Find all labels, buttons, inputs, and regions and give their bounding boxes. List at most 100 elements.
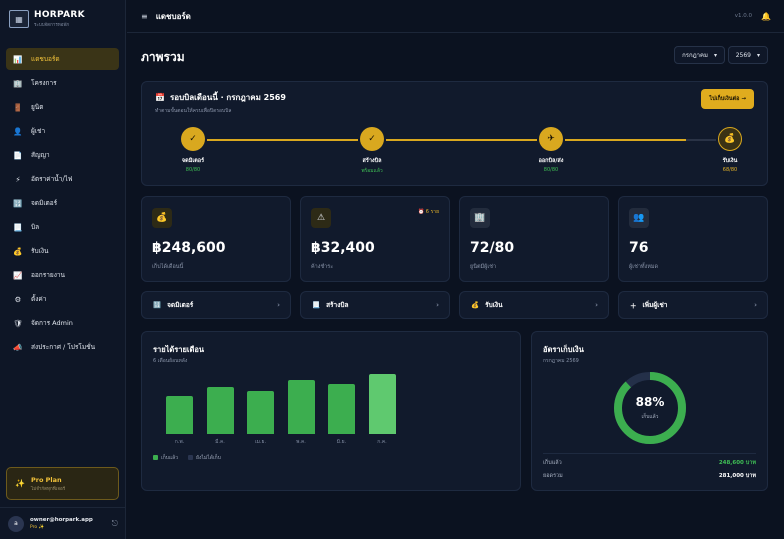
- collection-percent-label: เก็บแล้ว: [641, 414, 659, 420]
- step-icon: ✓: [360, 127, 384, 151]
- menu-icon[interactable]: ≡: [141, 11, 148, 21]
- step-value: 80/80: [543, 167, 559, 173]
- billing-step-0: ✓ จดมิเตอร์ 80/80: [163, 127, 223, 173]
- sidebar-item-12[interactable]: 📣 ส่งประกาศ / โปรโมชั่น: [6, 336, 119, 358]
- sidebar-item-label: อัตราค่าน้ำ/ไฟ: [31, 175, 73, 183]
- collection-ring: 88% เก็บแล้ว: [612, 370, 688, 446]
- income-bar[interactable]: [166, 396, 193, 434]
- nav-icon: 🔢: [13, 198, 23, 208]
- stat-card-3: 👥 76 ผู้เช่าทั้งหมด: [618, 196, 768, 282]
- sidebar-item-9[interactable]: 📈 ออกรายงาน: [6, 264, 119, 286]
- billing-step-2: ✈ ออกบิล/ส่ง 80/80: [521, 127, 581, 173]
- action-label: สร้างบิล: [326, 301, 349, 309]
- stat-icon: ⚠: [311, 208, 331, 228]
- sidebar-item-label: ออกรายงาน: [31, 271, 65, 279]
- billing-cycle-card: 📅 รอบบิลเดือนนี้ · กรกฎาคม 2569 ทำตามขั้…: [141, 81, 768, 186]
- sidebar-item-label: สัญญา: [31, 151, 50, 159]
- sidebar-item-label: บิล: [31, 223, 40, 231]
- bar-category-label: เม.ย.: [254, 439, 267, 445]
- nav-icon: 👤: [13, 126, 23, 136]
- total-label: ยอดรวม: [543, 473, 563, 479]
- step-label: ออกบิล/ส่ง: [538, 158, 564, 164]
- pro-plan-title: Pro Plan: [30, 475, 62, 484]
- topbar-title: แดชบอร์ด: [155, 11, 191, 21]
- income-bar[interactable]: [287, 379, 315, 434]
- month-select[interactable]: กรกฎาคม ▾: [674, 46, 725, 64]
- user-email: owner@horpark.app: [30, 517, 93, 523]
- continue-collect-button[interactable]: ไปเก็บเงินต่อ →: [701, 89, 754, 109]
- stat-value: 72/80: [470, 240, 515, 256]
- collected-label: เก็บแล้ว: [543, 460, 562, 466]
- chevron-down-icon: ▾: [756, 51, 760, 59]
- sidebar-item-8[interactable]: 💰 รับเงิน: [6, 240, 119, 262]
- legend-label: เก็บแล้ว: [161, 455, 179, 461]
- action-label: เพิ่มผู้เช่า: [642, 301, 668, 309]
- collection-percent: 88%: [635, 395, 665, 409]
- sidebar-item-7[interactable]: 📃 บิล: [6, 216, 119, 238]
- quick-action-0[interactable]: 🔢 จดมิเตอร์ ›: [141, 291, 291, 319]
- income-bar[interactable]: [206, 387, 234, 434]
- sparkle-icon: ✨: [15, 479, 25, 488]
- bar-category-label: พ.ค.: [296, 439, 306, 445]
- overdue-badge: ⏰ 6 ราย: [417, 209, 439, 215]
- chart-legend: เก็บแล้ว ยังไม่ได้เก็บ: [153, 454, 221, 462]
- sidebar-item-4[interactable]: 📄 สัญญา: [6, 144, 119, 166]
- divider: [543, 453, 756, 454]
- billing-step-1: ✓ สร้างบิล พร้อมแล้ว: [342, 127, 402, 175]
- nav-icon: 🛡: [13, 318, 23, 328]
- year-select[interactable]: 2569 ▾: [727, 46, 768, 64]
- sidebar-item-label: แดชบอร์ด: [31, 55, 60, 63]
- bar-category-label: ก.พ.: [174, 439, 185, 445]
- pro-plan-card[interactable]: ✨ Pro Plan ไม่จำกัดทุกฟีเจอร์: [6, 467, 119, 500]
- avatar: a: [8, 515, 24, 532]
- collection-donut: [614, 372, 686, 444]
- donut-arc: [614, 372, 686, 444]
- brand[interactable]: ▦ HORPARK ระบบจัดการหอพัก: [9, 10, 85, 28]
- bar-category-label: มี.ค.: [215, 439, 225, 445]
- step-label: รับเงิน: [722, 158, 738, 164]
- nav-icon: 📣: [13, 342, 23, 352]
- legend-item-pending: ยังไม่ได้เก็บ: [188, 454, 221, 462]
- step-icon: ✓: [181, 127, 205, 151]
- stat-label: เก็บได้เดือนนี้: [152, 264, 184, 270]
- income-bar[interactable]: [328, 383, 355, 434]
- sidebar-item-label: ยูนิต: [31, 103, 44, 111]
- sidebar-nav: 📊 แดชบอร์ด 🏢 โครงการ 🚪 ยูนิต 👤 ผู้เช่า 📄 สัญญา ⚡ อั…: [6, 48, 119, 360]
- sidebar-item-3[interactable]: 👤 ผู้เช่า: [6, 120, 119, 142]
- stat-label: ค้างชำระ: [311, 264, 334, 270]
- stat-card-2: 🏢 72/80 ยูนิตมีผู้เช่า: [459, 196, 609, 282]
- chevron-right-icon: ›: [277, 301, 280, 309]
- stat-value: 76: [629, 240, 649, 256]
- brand-name: HORPARK: [34, 10, 85, 20]
- step-label: สร้างบิล: [362, 158, 382, 164]
- legend-label: ยังไม่ได้เก็บ: [196, 455, 221, 461]
- sidebar-item-1[interactable]: 🏢 โครงการ: [6, 72, 119, 94]
- sidebar-item-0[interactable]: 📊 แดชบอร์ด: [6, 48, 119, 70]
- sidebar-item-2[interactable]: 🚪 ยูนิต: [6, 96, 119, 118]
- action-icon: ＋: [630, 302, 637, 310]
- action-label: จดมิเตอร์: [167, 301, 194, 309]
- income-bar[interactable]: [368, 374, 396, 434]
- user-panel[interactable]: a owner@horpark.app Pro ✨ ⎋: [0, 507, 126, 539]
- sidebar-item-10[interactable]: ⚙ ตั้งค่า: [6, 288, 119, 310]
- user-plan: Pro ✨: [30, 525, 45, 530]
- quick-action-2[interactable]: 💰 รับเงิน ›: [459, 291, 609, 319]
- action-icon: 🔢: [153, 301, 162, 309]
- sidebar-item-11[interactable]: 🛡 จัดการ Admin: [6, 312, 119, 334]
- quick-action-1[interactable]: 📃 สร้างบิล ›: [300, 291, 450, 319]
- stat-icon: 🏢: [470, 208, 490, 228]
- topbar: ≡ แดชบอร์ด v1.0.0 🔔: [127, 0, 784, 33]
- bell-icon[interactable]: 🔔: [761, 11, 771, 21]
- action-icon: 📃: [312, 301, 321, 309]
- stat-label: ผู้เช่าทั้งหมด: [629, 264, 659, 270]
- sidebar-item-6[interactable]: 🔢 จดมิเตอร์: [6, 192, 119, 214]
- nav-icon: ⚙: [14, 294, 22, 304]
- step-connector: [386, 139, 537, 141]
- bar-category-label: ก.ค.: [377, 439, 387, 445]
- quick-action-3[interactable]: ＋ เพิ่มผู้เช่า ›: [618, 291, 768, 319]
- stat-value: ฿32,400: [311, 240, 375, 256]
- income-bar[interactable]: [247, 391, 274, 434]
- logout-icon[interactable]: ⎋: [111, 518, 118, 528]
- stat-card-0: 💰 ฿248,600 เก็บได้เดือนนี้: [141, 196, 291, 282]
- sidebar-item-5[interactable]: ⚡ อัตราค่าน้ำ/ไฟ: [6, 168, 119, 190]
